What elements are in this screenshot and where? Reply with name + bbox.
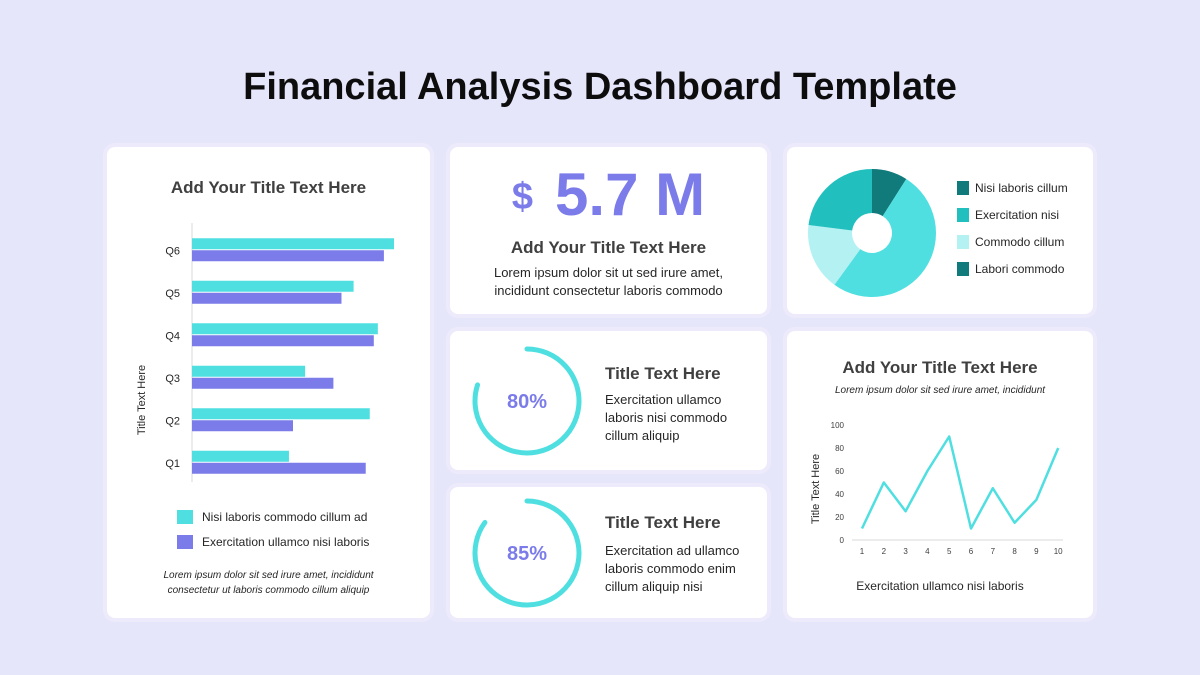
- legend-swatch: [177, 535, 193, 549]
- line-chart-subtitle: Lorem ipsum dolor sit sed irure amet, in…: [834, 385, 1046, 396]
- bar-series-2: [192, 377, 334, 389]
- bar-note-line-1: Lorem ipsum dolor sit sed irure amet, in…: [163, 570, 374, 581]
- line-y-tick-label: 60: [835, 467, 844, 476]
- line-chart-title: Add Your Title Text Here: [842, 358, 1038, 377]
- legend-swatch: [957, 262, 969, 276]
- bar-series-1: [192, 408, 370, 420]
- bar-category-label: Q4: [165, 330, 180, 342]
- pie-legend-label-3: Commodo cillum: [975, 235, 1065, 249]
- bar-legend-label-2: Exercitation ullamco nisi laboris: [202, 535, 370, 549]
- bar-series-1: [192, 365, 306, 377]
- pie-legend-label-1: Nisi laboris cillum: [975, 181, 1068, 195]
- line-chart-card: Add Your Title Text Here Lorem ipsum dol…: [787, 331, 1093, 618]
- bar-category-label: Q5: [165, 288, 180, 300]
- line-x-tick-label: 3: [903, 547, 908, 556]
- bar-category-label: Q3: [165, 373, 180, 385]
- bar-category-label: Q6: [165, 245, 180, 257]
- gauge-desc-line: Exercitation ullamco: [605, 392, 722, 407]
- progress-arc: [472, 346, 582, 456]
- donut-slice: [834, 178, 936, 297]
- line-y-tick-label: 40: [835, 490, 844, 499]
- pie-legend-label-4: Labori commodo: [975, 262, 1065, 276]
- gauge-card-1: 80% Title Text Here Exercitation ullamco…: [450, 331, 767, 470]
- bar-series-2: [192, 335, 374, 347]
- bar-series-2: [192, 250, 384, 262]
- gauge-desc-line: cillum aliquip: [605, 428, 680, 443]
- pie-legend-item-1: Nisi laboris cillum: [957, 181, 1068, 195]
- line-x-tick-label: 9: [1034, 547, 1039, 556]
- line-y-tick-label: 100: [831, 421, 845, 430]
- bar-legend-item-2: Exercitation ullamco nisi laboris: [177, 535, 369, 549]
- line-x-tick-label: 5: [947, 547, 952, 556]
- progress-arc: [472, 498, 582, 608]
- kpi-desc-line-1: Lorem ipsum dolor sit ut sed irure amet,: [493, 265, 724, 280]
- bar-category-label: Q1: [165, 458, 180, 470]
- line-y-tick-label: 20: [835, 513, 844, 522]
- line-x-tick-label: 10: [1054, 547, 1063, 556]
- gauge-desc-line: cillum aliquip nisi: [605, 579, 703, 594]
- bar-chart-card: Add Your Title Text Here Title Text Here…: [107, 147, 430, 618]
- pie-legend-item-3: Commodo cillum: [957, 235, 1064, 249]
- kpi-card: $5.7 M Add Your Title Text Here Lorem ip…: [450, 147, 767, 314]
- line-chart-xlabel: Exercitation ullamco nisi laboris: [856, 579, 1024, 593]
- kpi-currency: $: [511, 176, 534, 218]
- bar-legend-label-1: Nisi laboris commodo cillum ad: [202, 510, 368, 524]
- bar-note-line-2: consectetur ut laboris commodo cillum al…: [167, 585, 370, 596]
- line-x-tick-label: 1: [860, 547, 865, 556]
- legend-swatch: [957, 235, 969, 249]
- line-x-tick-label: 2: [882, 547, 887, 556]
- progress-ring: 80%: [472, 346, 582, 456]
- line-series: [860, 435, 1060, 530]
- page-title: Financial Analysis Dashboard Template: [243, 66, 957, 108]
- donut-slice: [808, 224, 861, 285]
- gauge-title: Title Text Here: [605, 513, 721, 532]
- bar-category-label: Q2: [165, 415, 180, 427]
- bar-series-1: [192, 280, 354, 292]
- gauge-percent-label: 80%: [507, 391, 547, 413]
- gauge-description: Exercitation ad ullamco laboris commodo …: [605, 542, 755, 596]
- kpi-number: 5.7 M: [555, 161, 706, 228]
- bar-series-2: [192, 420, 293, 432]
- bar-series-1: [192, 238, 394, 250]
- donut-chart: [808, 169, 936, 297]
- donut-slice: [872, 169, 907, 217]
- gauge-desc-line: Exercitation ad ullamco: [605, 543, 740, 558]
- legend-swatch: [957, 181, 969, 195]
- line-y-tick-label: 80: [835, 444, 844, 453]
- legend-swatch: [957, 208, 969, 222]
- bar-series-2: [192, 462, 366, 474]
- kpi-value: $5.7 M: [450, 160, 767, 229]
- gauge-percent-label: 85%: [507, 543, 547, 565]
- bar-chart-title: Add Your Title Text Here: [170, 178, 367, 197]
- kpi-title: Add Your Title Text Here: [510, 238, 707, 257]
- bar-chart-ylabel: Title Text Here: [136, 365, 148, 435]
- line-y-tick-label: 0: [840, 536, 845, 545]
- kpi-description: Lorem ipsum dolor sit ut sed irure amet,…: [450, 264, 767, 300]
- bar-chart: Title Text Here Q1 Q2 Q3 Q4 Q5 Q6: [136, 223, 394, 482]
- gauge-card-2: 85% Title Text Here Exercitation ad ulla…: [450, 487, 767, 618]
- line-chart-ylabel: Title Text Here: [810, 454, 822, 524]
- bar-series-1: [192, 450, 289, 462]
- bar-chart-note: Lorem ipsum dolor sit sed irure amet, in…: [107, 568, 430, 598]
- bar-series-2: [192, 292, 342, 304]
- bar-legend-item-1: Nisi laboris commodo cillum ad: [177, 510, 367, 524]
- donut-chart-card: Nisi laboris cillum Exercitation nisi Co…: [787, 147, 1093, 314]
- gauge-desc-line: laboris nisi commodo: [605, 410, 728, 425]
- progress-ring: 85%: [472, 498, 582, 608]
- line-x-tick-label: 6: [969, 547, 974, 556]
- gauge-title: Title Text Here: [605, 364, 721, 383]
- gauge-description: Exercitation ullamco laboris nisi commod…: [605, 391, 755, 445]
- legend-swatch: [177, 510, 193, 524]
- pie-legend-label-2: Exercitation nisi: [975, 208, 1060, 222]
- line-x-tick-label: 8: [1012, 547, 1017, 556]
- line-chart: Title Text Here 0 20 40 60 80 100 1 2 3 4 5 6 7 8 9 10: [810, 421, 1063, 556]
- pie-legend-item-2: Exercitation nisi: [957, 208, 1059, 222]
- kpi-desc-line-2: incididunt consectetur laboris commodo: [494, 283, 723, 298]
- line-x-tick-label: 4: [925, 547, 930, 556]
- donut-slice: [808, 169, 872, 231]
- bar-series-1: [192, 323, 378, 335]
- gauge-desc-line: laboris commodo enim: [605, 561, 736, 576]
- line-x-tick-label: 7: [991, 547, 996, 556]
- pie-legend-item-4: Labori commodo: [957, 262, 1064, 276]
